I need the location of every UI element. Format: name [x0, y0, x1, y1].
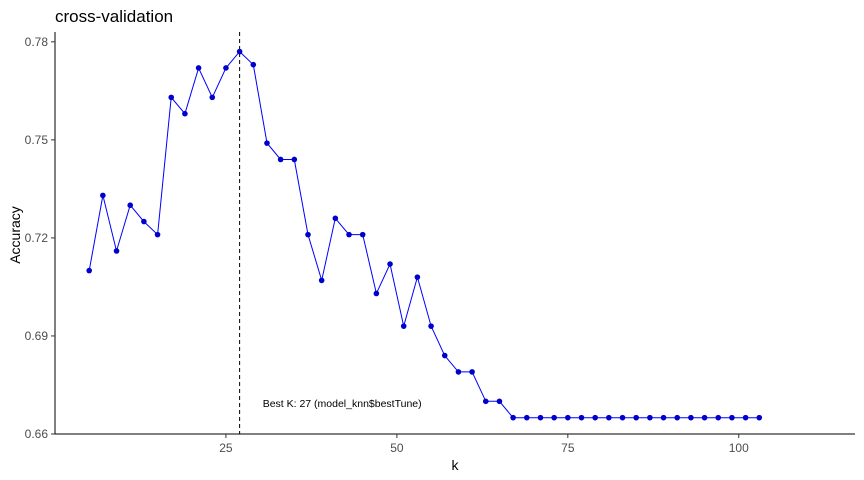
data-point — [510, 414, 516, 421]
data-point — [113, 248, 120, 254]
x-tick-label: 50 — [390, 441, 404, 455]
data-point — [387, 261, 393, 267]
data-point — [346, 231, 352, 238]
data-point — [305, 231, 311, 238]
data-point — [756, 414, 763, 421]
y-axis-title: Accuracy — [7, 206, 23, 264]
data-point — [619, 414, 626, 421]
data-point — [578, 414, 585, 421]
data-point — [606, 414, 612, 421]
data-point — [127, 202, 134, 209]
data-point — [291, 156, 298, 163]
data-point — [701, 414, 708, 421]
data-point — [400, 323, 407, 329]
y-tick-label: 0.75 — [25, 133, 49, 147]
x-tick-label: 75 — [561, 441, 575, 455]
data-point — [195, 65, 202, 71]
data-point — [182, 110, 188, 117]
data-point — [86, 267, 92, 274]
data-point — [647, 414, 653, 421]
data-point — [250, 61, 257, 68]
data-point — [565, 414, 571, 421]
data-point — [332, 215, 339, 222]
accuracy-series-line — [88, 50, 760, 419]
y-tick-label: 0.69 — [25, 329, 49, 343]
y-tick-label: 0.72 — [25, 231, 49, 245]
data-point — [428, 323, 434, 329]
plot-layer: 0.66 0.69 0.72 0.75 0.78 25 50 75 100 Best K: 27 … — [25, 32, 855, 455]
data-point — [168, 94, 175, 101]
data-point — [469, 369, 475, 375]
data-point — [414, 274, 421, 280]
data-point — [523, 414, 530, 421]
data-point — [141, 218, 147, 225]
data-point — [236, 48, 243, 55]
data-point — [100, 192, 106, 199]
data-point — [742, 414, 749, 421]
data-point — [277, 156, 284, 163]
data-point — [660, 414, 667, 421]
data-point — [455, 369, 462, 375]
data-point — [154, 231, 161, 238]
x-axis-title: k — [452, 457, 460, 473]
x-tick-label: 100 — [729, 441, 749, 455]
chart-title: cross-validation — [55, 7, 173, 26]
data-point — [482, 398, 489, 405]
x-tick-label: 25 — [219, 441, 233, 455]
data-point — [729, 414, 735, 421]
y-tick-label: 0.66 — [25, 427, 49, 441]
data-point — [223, 65, 229, 71]
data-point — [496, 398, 503, 405]
data-point — [674, 414, 681, 421]
data-point — [715, 414, 722, 421]
data-point — [318, 277, 325, 284]
data-point — [592, 414, 598, 421]
data-point — [359, 231, 366, 238]
data-point — [441, 352, 448, 359]
data-point — [264, 140, 270, 146]
data-point — [209, 94, 216, 101]
data-point — [537, 414, 544, 421]
data-point — [373, 290, 380, 297]
data-point — [688, 414, 694, 421]
best-k-annotation: Best K: 27 (model_knn$bestTune) — [263, 398, 422, 410]
data-point — [551, 414, 557, 421]
data-point — [633, 414, 639, 421]
y-tick-label: 0.78 — [25, 35, 49, 49]
